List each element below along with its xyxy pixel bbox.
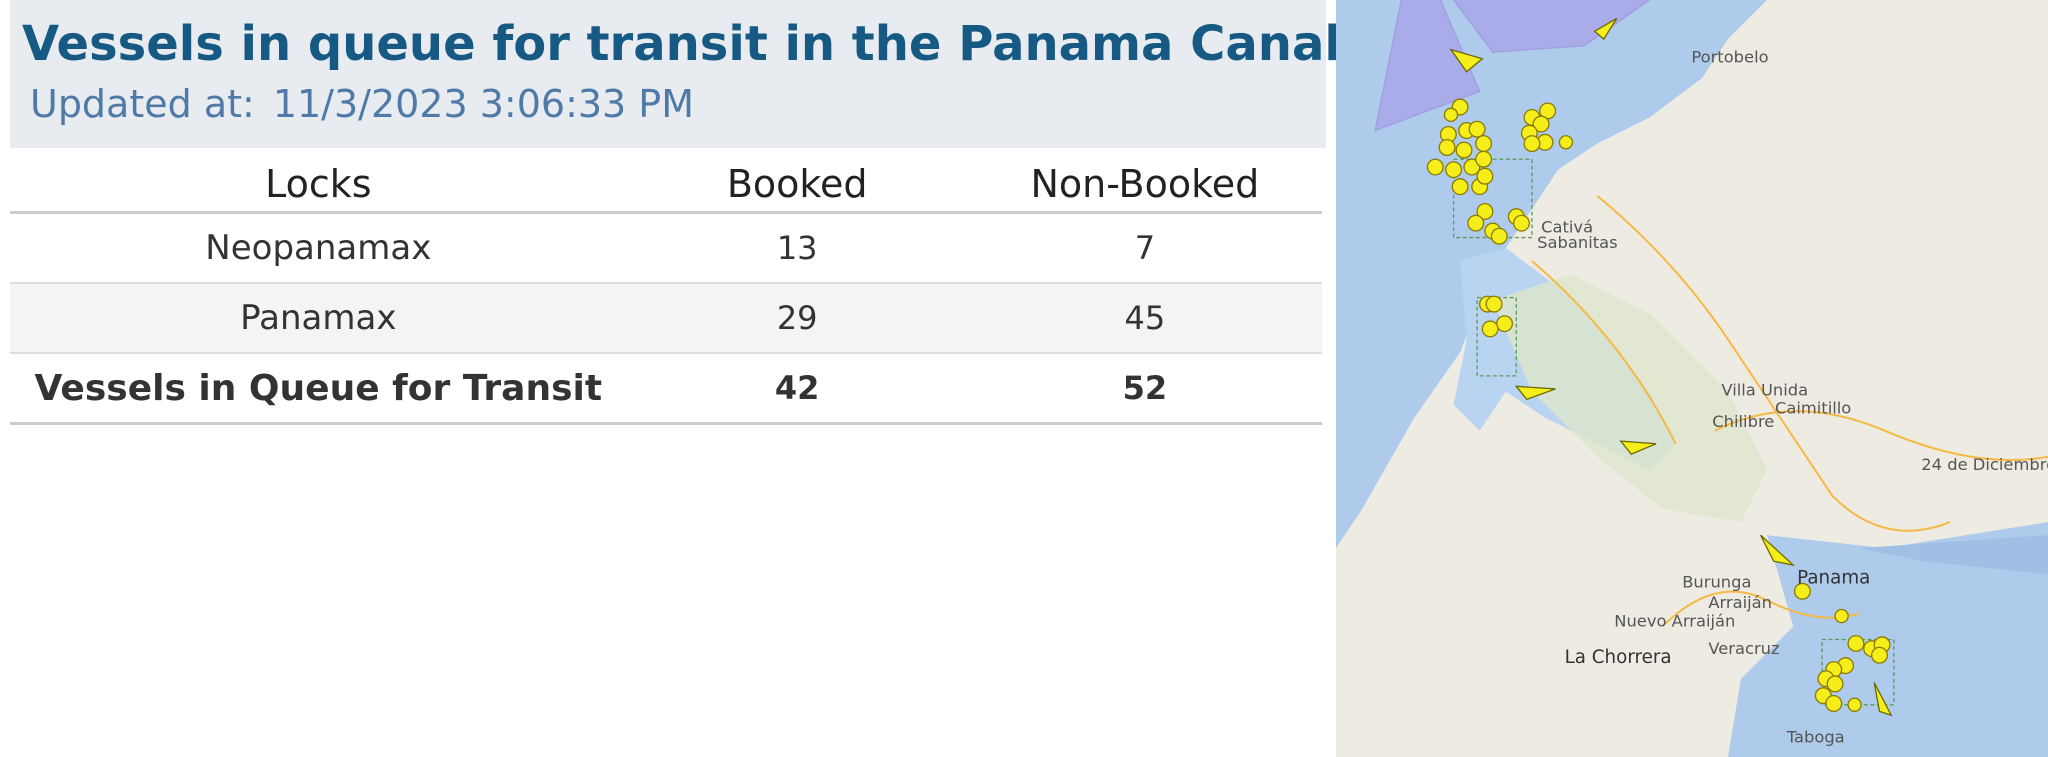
- queue-table: Locks Booked Non-Booked Neopanamax 13 7 Pa…: [10, 157, 1322, 425]
- cell: 42: [626, 353, 968, 425]
- cell: 13: [626, 212, 968, 284]
- place-label: Panama: [1797, 567, 1870, 588]
- cell: 7: [967, 212, 1322, 284]
- place-label: Chilibre: [1712, 412, 1774, 431]
- cell: Vessels in Queue for Transit: [10, 353, 627, 425]
- place-label: Caimitillo: [1775, 399, 1851, 418]
- header-row: Locks Booked Non-Booked: [10, 157, 1322, 214]
- cell: Panamax: [10, 283, 627, 354]
- column-header: Booked: [626, 157, 968, 214]
- place-label: Nuevo Arraiján: [1614, 611, 1735, 630]
- place-label: 24 de Diciembre: [1921, 455, 2048, 474]
- cell: Neopanamax: [10, 212, 627, 284]
- place-label: Veracruz: [1708, 639, 1779, 658]
- column-header: Locks: [10, 157, 627, 214]
- place-label: Taboga: [1786, 728, 1845, 747]
- updated: Updated at: 11/3/2023 3:06:33 PM: [30, 82, 694, 126]
- place-label: Burunga: [1682, 572, 1751, 591]
- place-label: La Chorrera: [1565, 647, 1672, 668]
- cell: 52: [967, 353, 1322, 425]
- place-label: Cativá: [1541, 217, 1593, 236]
- cell: 29: [626, 283, 968, 354]
- header: Vessels in queue for transit in the Pana…: [10, 0, 1341, 148]
- place-label: Arraiján: [1708, 593, 1772, 612]
- dashboard-panel: Vessels in queue for transit in the Pana…: [10, 0, 1341, 425]
- total-row: Vessels in Queue for Transit 42 52: [10, 353, 1322, 425]
- row: Panamax 29 45: [10, 283, 1322, 354]
- place-label: Portobelo: [1691, 48, 1768, 67]
- map[interactable]: Portobelo Cativá Sabanitas Villa Unida C…: [1336, 0, 2048, 757]
- row: Neopanamax 13 7: [10, 212, 1322, 284]
- place-label: Sabanitas: [1537, 233, 1618, 252]
- place-label: Villa Unida: [1721, 380, 1808, 399]
- column-header: Non-Booked: [967, 157, 1322, 214]
- cell: 45: [967, 283, 1322, 354]
- title: Vessels in queue for transit in the Pana…: [22, 16, 1341, 72]
- updated-value: 11/3/2023 3:06:33 PM: [272, 82, 695, 126]
- updated-label: Updated at:: [30, 82, 255, 126]
